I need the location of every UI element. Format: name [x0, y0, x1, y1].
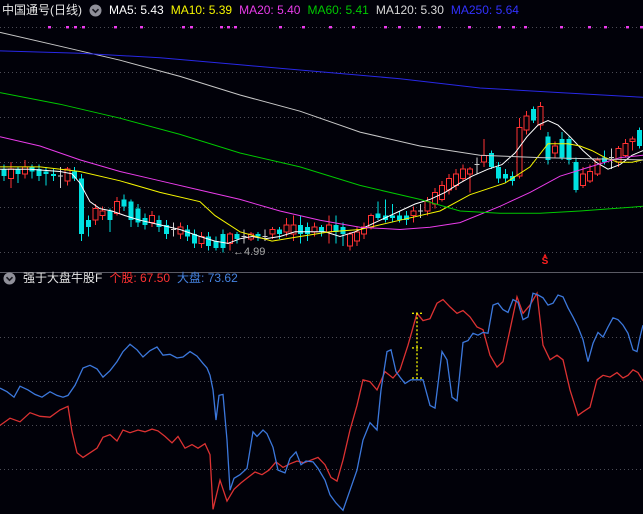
ma250-readout: MA250: 5.64 [450, 3, 519, 17]
ma5-readout: MA5: 5.43 [109, 3, 164, 17]
ma120-readout: MA120: 5.30 [375, 3, 444, 17]
ma10-readout: MA10: 5.39 [170, 3, 233, 17]
index-value-readout: 大盘: 73.62 [177, 271, 238, 285]
indicator-header: 强于大盘牛股F 个股: 67.50 大盘: 73.62 [3, 271, 238, 285]
lowest-price-marker: ←4.99 [233, 246, 266, 258]
collapse-indicator-panel-button[interactable] [3, 272, 16, 285]
ma20-readout: MA20: 5.40 [239, 3, 301, 17]
chart-title: 中国通号(日线) [2, 3, 82, 17]
sell-arrow-icon: ▴ [543, 252, 547, 259]
ma60-readout: MA60: 5.41 [307, 3, 369, 17]
sell-signal-marker: ▴ S [539, 252, 551, 267]
collapse-main-panel-button[interactable] [89, 4, 102, 17]
stock-value-readout: 个股: 67.50 [109, 271, 171, 285]
chevron-down-icon [3, 272, 16, 284]
chevron-down-icon [89, 4, 102, 17]
main-chart-header: 中国通号(日线) MA5: 5.43 MA10: 5.39 MA20: 5.40… [2, 3, 519, 18]
sell-signal-letter: S [541, 256, 549, 267]
indicator-name: 强于大盘牛股F [23, 271, 103, 285]
